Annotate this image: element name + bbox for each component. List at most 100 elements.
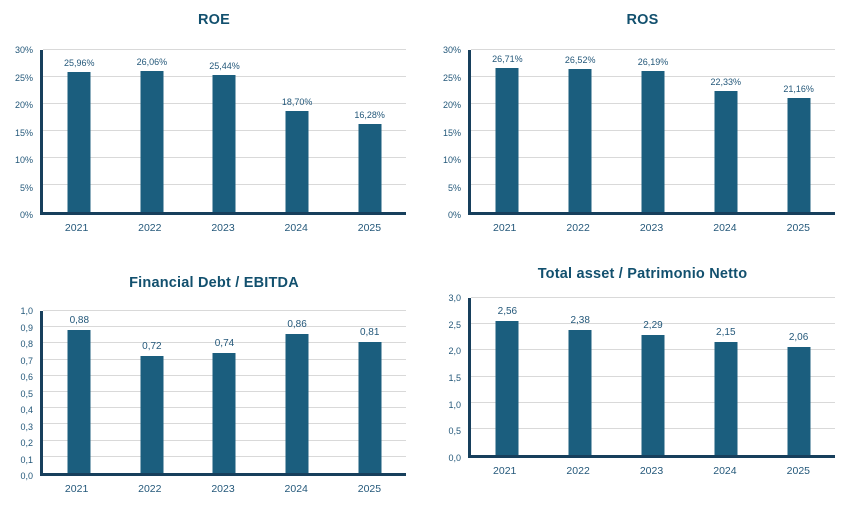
bar (358, 124, 382, 212)
bar-slot: 2,06 (762, 298, 835, 455)
x-axis-tick-label: 2021 (493, 222, 517, 234)
y-axis-tick-label: 5% (19, 182, 33, 193)
plot-area: 0% 5% 10% 15% 20% 25% 30% 25,96% 26,06% 25,44% 18… (15, 45, 406, 220)
bar-value-label: 21,16% (783, 83, 814, 94)
x-axis-tick-label: 2024 (284, 222, 308, 234)
y-axis-tick-label: 2,5 (448, 319, 461, 330)
y-axis-tick-label: 0,5 (20, 388, 33, 399)
bar-slot: 16,28% (333, 50, 406, 212)
bar-series: 26,71% 26,52% 26,19% 22,33% 21,16% (471, 50, 835, 212)
bar (495, 321, 519, 455)
chart-ros: ROS 0% 5% 10% 15% 20% 25% 30% 26,71% 26,52% 26,1… (428, 0, 857, 260)
bar-slot: 2,38 (544, 298, 617, 455)
chart-title: Total asset / Patrimonio Netto (537, 266, 748, 282)
bar-value-label: 2,38 (570, 315, 590, 327)
x-axis-tick-label: 2022 (138, 483, 162, 495)
bar-slot: 0,88 (43, 311, 116, 473)
chart-title: Financial Debt / EBITDA (129, 275, 299, 291)
bar-slot: 2,15 (689, 298, 762, 455)
x-axis-tick-label: 2023 (211, 483, 235, 495)
y-axis-tick-label: 0,5 (448, 426, 461, 437)
y-axis-tick-label: 1,0 (448, 399, 461, 410)
bar-value-label: 26,52% (564, 54, 596, 65)
bar-value-label: 25,44% (209, 60, 240, 71)
bar (495, 67, 519, 212)
y-axis-tick-label: 1,5 (448, 373, 461, 383)
bar-slot: 18,70% (261, 50, 334, 212)
y-axis-tick-label: 10% (442, 155, 461, 165)
bar-series: 0,88 0,72 0,74 0,86 0,81 (43, 311, 406, 473)
bar (285, 111, 309, 212)
bar (714, 342, 738, 455)
bar (285, 333, 309, 473)
y-axis-tick-label: 0% (19, 210, 33, 220)
y-axis-tick-label: 25% (14, 72, 33, 83)
x-axis-tick-label: 2023 (639, 465, 664, 477)
x-axis-tick-label: 2022 (566, 222, 590, 234)
bar-value-label: 26,06% (136, 57, 168, 68)
plot: 2,56 2,38 2,29 2,15 2,06 (468, 297, 835, 458)
y-axis-tick-label: 0,3 (20, 421, 33, 432)
bar-value-label: 16,28% (354, 110, 385, 121)
x-axis-tick-label: 2025 (786, 465, 810, 477)
bar (568, 330, 592, 455)
x-axis-tick-label: 2022 (566, 465, 590, 477)
bar-value-label: 22,33% (710, 77, 742, 88)
bar (140, 356, 164, 473)
plot-area: 0,0 0,5 1,0 1,5 2,0 2,5 3,0 2,56 2,38 2,29 2,15 2,… (448, 293, 835, 463)
x-axis-tick-label: 2024 (713, 465, 737, 477)
bar-slot: 25,44% (188, 50, 261, 212)
bar-series: 2,56 2,38 2,29 2,15 2,06 (471, 298, 835, 455)
y-axis-tick-label: 0,0 (20, 471, 33, 481)
bar (714, 91, 738, 212)
bar-value-label: 2,29 (643, 320, 663, 332)
bar-value-label: 2,06 (788, 332, 809, 344)
y-axis-tick-label: 30% (442, 45, 461, 55)
bar-slot: 26,71% (471, 50, 544, 212)
bar-value-label: 25,96% (64, 57, 95, 68)
x-axis-tick-label: 2021 (493, 465, 517, 477)
gridline (43, 342, 406, 344)
bar (787, 347, 811, 455)
y-axis-tick-label: 2,0 (448, 346, 461, 357)
bar (641, 335, 665, 455)
x-axis-tick-label: 2021 (64, 222, 89, 234)
bar-slot: 22,33% (689, 50, 762, 212)
y-axis-tick-label: 0,4 (20, 405, 33, 415)
bar-value-label: 0,72 (142, 341, 162, 353)
y-axis-tick-label: 0% (447, 210, 461, 220)
bar-slot: 0,81 (333, 311, 406, 473)
plot: 26,71% 26,52% 26,19% 22,33% 21,16% (468, 49, 835, 215)
chart-title: ROE (197, 12, 231, 28)
bar-slot: 26,52% (544, 50, 617, 212)
bar-value-label: 0,88 (69, 315, 90, 327)
x-axis: 2021 2022 2023 2024 2025 (40, 222, 406, 234)
bar-slot: 26,06% (116, 50, 189, 212)
plot-area: 0,0 0,1 0,2 0,3 0,4 0,5 0,6 0,7 0,8 0,9 1,0 0,88 0,… (20, 306, 406, 481)
y-axis-tick-label: 25% (442, 72, 461, 83)
y-axis-tick-label: 1,0 (20, 306, 33, 316)
bar (568, 68, 592, 212)
y-axis-tick-label: 5% (447, 182, 461, 193)
chart-financial-debt-ebitda: Financial Debt / EBITDA 0,0 0,1 0,2 0,3 0,4 0… (0, 260, 428, 520)
y-axis-tick-label: 20% (14, 100, 33, 110)
y-axis-tick-label: 30% (14, 45, 33, 55)
plot-area: 0% 5% 10% 15% 20% 25% 30% 26,71% 26,52% 26,19% 22… (443, 45, 835, 220)
bar-slot: 2,29 (617, 298, 690, 455)
x-axis-tick-label: 2021 (64, 483, 89, 495)
bar-value-label: 2,15 (716, 327, 736, 339)
x-axis-tick-label: 2023 (211, 222, 235, 234)
y-axis-tick-label: 15% (14, 127, 33, 138)
bar-value-label: 18,70% (281, 97, 313, 108)
bar-slot: 0,86 (261, 311, 334, 473)
bar-series: 25,96% 26,06% 25,44% 18,70% 16,28% (43, 50, 406, 212)
bar (358, 341, 382, 473)
bar-slot: 26,19% (617, 50, 690, 212)
bar-slot: 0,74 (188, 311, 261, 473)
bar-slot: 2,56 (471, 298, 544, 455)
gridline (43, 49, 406, 50)
bar (212, 74, 236, 212)
gridline (471, 297, 835, 298)
bar-slot: 21,16% (762, 50, 835, 212)
